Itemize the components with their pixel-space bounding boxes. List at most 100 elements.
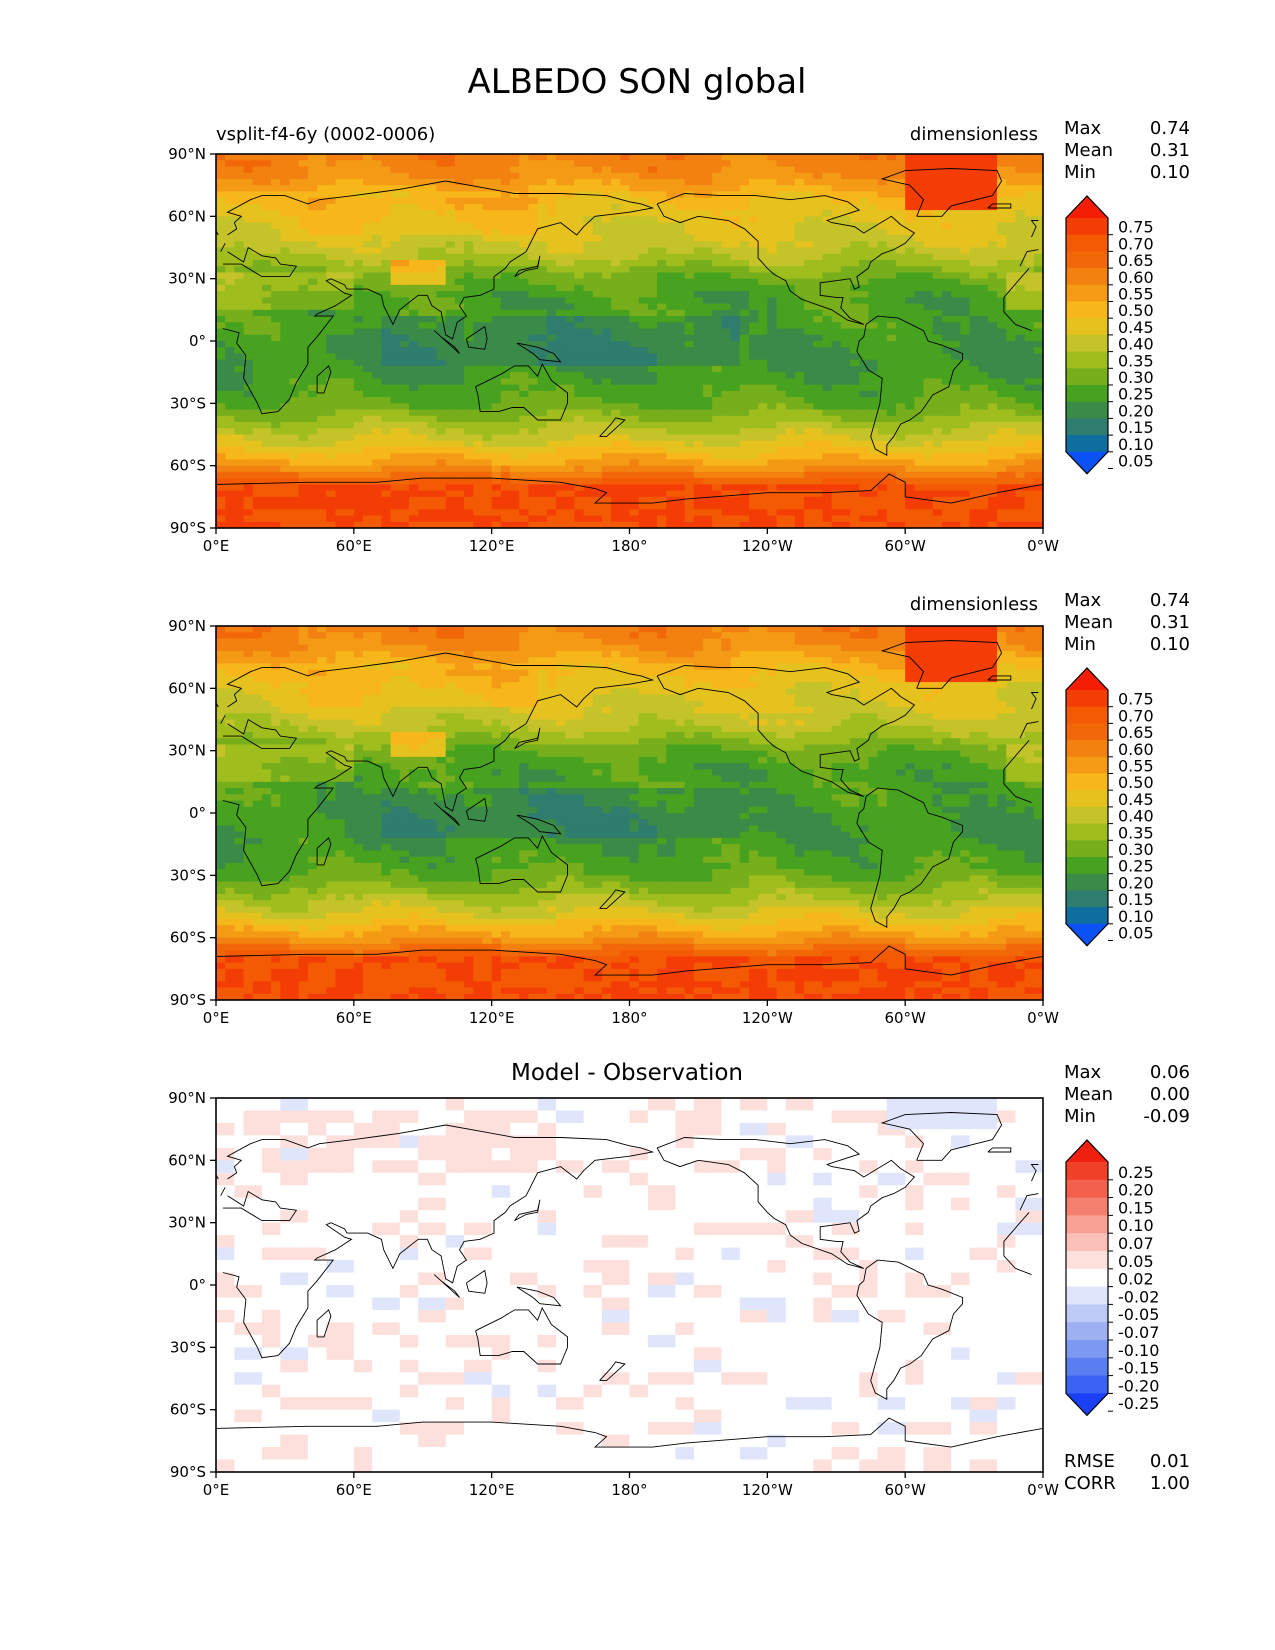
field-cell (510, 316, 520, 323)
field-cell (225, 185, 235, 192)
field-cell (326, 197, 337, 205)
field-cell (216, 235, 226, 242)
field-cell (399, 228, 410, 236)
field-cell (363, 291, 373, 298)
field-cell (748, 390, 759, 398)
field-cell (307, 191, 318, 199)
field-cell (519, 397, 530, 404)
field-cell (804, 446, 814, 454)
field-cell (923, 266, 934, 274)
field-cell (951, 303, 961, 311)
field-cell (905, 397, 915, 404)
field-cell (877, 216, 888, 224)
field-cell (813, 322, 824, 330)
field-cell (399, 309, 410, 317)
field-cell (408, 415, 419, 423)
field-cell (620, 185, 631, 192)
field-cell (399, 197, 410, 205)
field-cell (693, 409, 704, 417)
field-cell (997, 278, 1007, 286)
field-cell (748, 428, 759, 436)
field-cell (234, 309, 245, 317)
field-cell (491, 384, 502, 392)
field-cell (666, 216, 677, 224)
field-cell (739, 459, 750, 467)
field-cell (684, 278, 695, 286)
field-cell (877, 203, 888, 211)
field-cell (528, 403, 539, 411)
field-cell (868, 409, 879, 417)
field-cell (895, 154, 906, 161)
field-cell (363, 253, 373, 261)
field-cell (353, 347, 364, 355)
field-cell (758, 272, 768, 280)
field-cell (914, 228, 925, 236)
field-cell (739, 440, 750, 448)
field-cell (997, 303, 1007, 311)
field-cell (225, 309, 235, 317)
field-cell (353, 197, 364, 205)
field-cell (436, 446, 447, 454)
field-cell (721, 216, 732, 224)
field-cell (748, 378, 759, 386)
field-cell (859, 428, 870, 436)
field-cell (454, 172, 465, 180)
field-cell (243, 459, 254, 467)
field-cell (252, 297, 263, 305)
field-cell (344, 210, 355, 217)
field-cell (794, 409, 805, 417)
field-cell (850, 172, 860, 180)
field-cell (997, 428, 1007, 436)
field-cell (601, 222, 612, 230)
field-cell (675, 272, 686, 280)
field-cell (427, 490, 438, 498)
field-cell (307, 259, 318, 267)
field-cell (758, 384, 768, 392)
field-cell (234, 390, 245, 398)
field-cell (850, 365, 860, 373)
field-cell (427, 172, 438, 180)
field-cell (877, 422, 888, 429)
field-cell (629, 341, 640, 348)
field-cell (941, 160, 952, 168)
field-cell (1033, 309, 1043, 317)
field-cell (381, 166, 392, 174)
field-cell (941, 154, 952, 161)
field-cell (464, 235, 474, 242)
field-cell (280, 403, 291, 411)
field-cell (721, 397, 732, 404)
field-cell (758, 397, 768, 404)
field-cell (335, 322, 346, 330)
field-cell (473, 303, 484, 311)
field-cell (418, 191, 428, 199)
field-cell (555, 191, 566, 199)
field-cell (886, 278, 897, 286)
field-cell (454, 253, 465, 261)
field-cell (813, 341, 824, 348)
field-cell (234, 222, 245, 230)
field-cell (546, 353, 557, 361)
field-cell (905, 434, 915, 442)
field-cell (252, 347, 263, 355)
field-cell (666, 203, 677, 211)
field-cell (408, 372, 419, 379)
field-cell (216, 322, 226, 330)
field-cell (473, 347, 484, 355)
field-cell (978, 216, 989, 224)
field-cell (537, 322, 548, 330)
field-cell (317, 365, 327, 373)
field-cell (785, 328, 796, 336)
field-cell (574, 365, 585, 373)
field-cell (372, 216, 382, 224)
field-cell (555, 228, 566, 236)
field-cell (1024, 359, 1035, 367)
field-cell (427, 434, 438, 442)
field-cell (234, 216, 245, 224)
field-cell (546, 334, 557, 342)
field-cell (225, 203, 235, 211)
field-cell (666, 434, 677, 442)
field-cell (280, 154, 291, 161)
field-cell (216, 222, 226, 230)
field-cell (657, 291, 667, 298)
field-cell (1033, 160, 1043, 168)
